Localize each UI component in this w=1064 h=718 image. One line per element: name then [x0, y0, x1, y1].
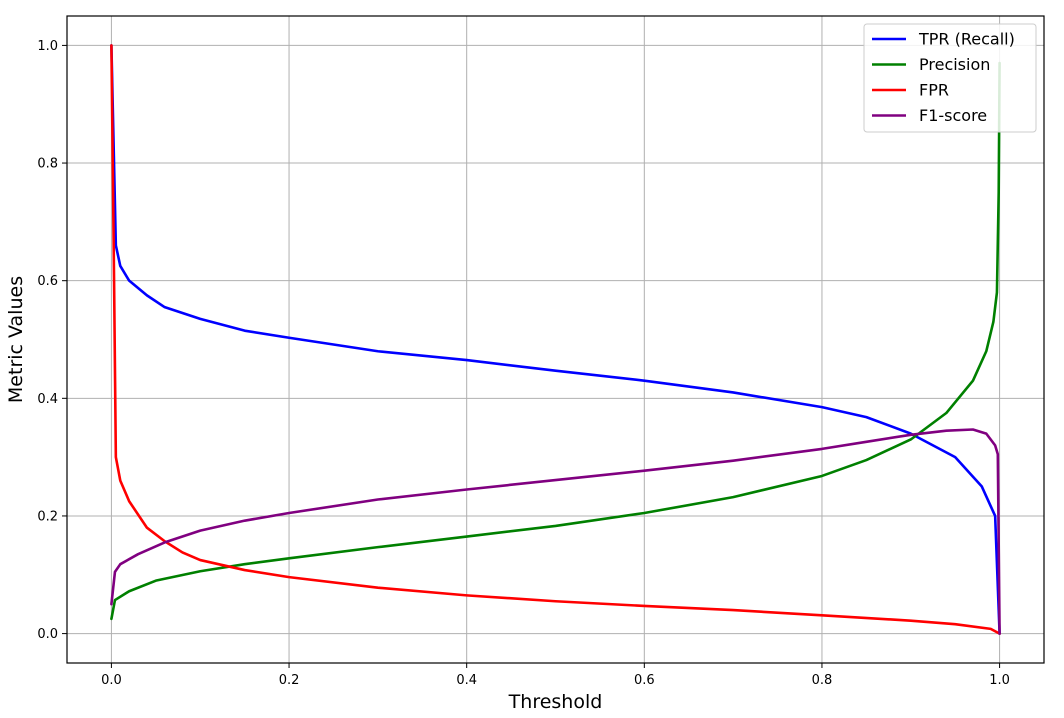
legend: TPR (Recall) Precision FPR F1-score	[863, 23, 1037, 133]
legend-label: FPR	[919, 81, 949, 100]
plot-series	[110, 44, 1001, 635]
y-tick-label: 0.0	[37, 627, 58, 642]
series-line-precision	[110, 61, 1001, 621]
x-tick-label: 0.2	[279, 673, 300, 688]
y-tick-label: 0.6	[37, 274, 58, 289]
legend-label: TPR (Recall)	[918, 30, 1015, 49]
x-tick-label: 0.6	[634, 673, 655, 688]
y-tick-label: 0.2	[37, 509, 58, 524]
y-tick-label: 1.0	[37, 39, 58, 54]
x-tick-label: 0.0	[101, 673, 122, 688]
legend-label: Precision	[919, 55, 990, 74]
series-line-fpr	[110, 44, 1001, 635]
grid	[67, 16, 1044, 663]
y-tick-label: 0.8	[37, 157, 58, 172]
axis-ticks: 0.0 0.2 0.4 0.6 0.8 1.0 0.0 0.2 0.4 0.6 0.8 1.0	[37, 39, 1010, 688]
legend-box	[863, 23, 1037, 133]
x-axis-label: Threshold	[508, 691, 603, 713]
series-line-tpr-recall	[110, 44, 1001, 635]
series-line-f1-score	[110, 428, 1001, 635]
x-tick-label: 0.8	[812, 673, 833, 688]
y-tick-label: 0.4	[37, 392, 58, 407]
legend-label: F1-score	[919, 106, 987, 125]
x-tick-label: 0.4	[456, 673, 477, 688]
plot-frame	[66, 15, 1045, 664]
x-tick-label: 1.0	[989, 673, 1010, 688]
y-axis-label: Metric Values	[5, 276, 27, 403]
